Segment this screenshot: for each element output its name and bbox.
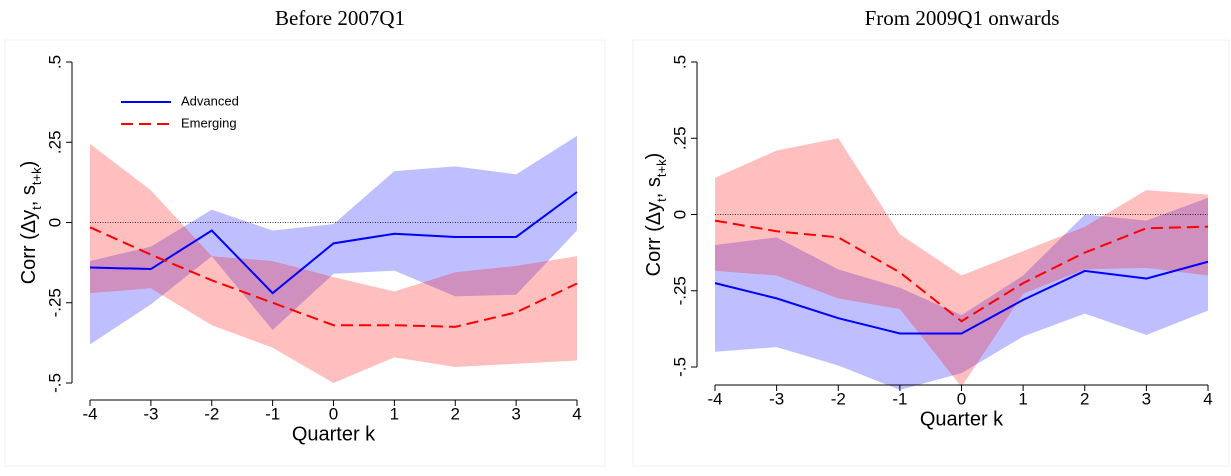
y-tick-label: -.5 <box>45 373 64 393</box>
y-label-part: , s <box>18 185 40 206</box>
y-label-part: Corr (Δy <box>18 210 40 284</box>
x-tick-label: 1 <box>1018 389 1027 408</box>
y-label-part: ) <box>643 153 665 160</box>
x-tick-label: -1 <box>265 404 280 423</box>
series-line <box>714 219 1209 323</box>
y-tick-label: .5 <box>45 55 64 69</box>
y-axis-label: Corr (Δyt, st+k) <box>18 161 44 285</box>
y-label-part: , s <box>643 177 665 198</box>
x-tick-label: 3 <box>511 404 520 423</box>
y-tick-label: .5 <box>670 55 689 69</box>
x-tick-label: -3 <box>143 404 158 423</box>
y-tick-label: -.25 <box>670 276 689 305</box>
y-label-part: Corr (Δy <box>643 202 665 276</box>
series-line <box>89 191 578 295</box>
x-tick-label: 3 <box>1142 389 1151 408</box>
x-tick-label: -4 <box>82 404 97 423</box>
x-tick-label: 1 <box>390 404 399 423</box>
x-axis-label: Quarter k <box>920 408 1004 430</box>
x-tick-label: -2 <box>831 389 846 408</box>
x-tick-label: 4 <box>572 404 581 423</box>
x-tick-label: -4 <box>707 389 722 408</box>
y-label-part: ) <box>18 161 40 168</box>
y-tick-label: 0 <box>45 218 64 227</box>
x-tick-label: 4 <box>1203 389 1212 408</box>
confidence-band <box>90 143 577 383</box>
y-axis-label: Corr (Δyt, st+k) <box>643 153 669 277</box>
chart-title: Before 2007Q1 <box>275 6 405 30</box>
y-tick-label: .25 <box>670 126 689 150</box>
x-tick-label: -1 <box>892 389 907 408</box>
panel-frame <box>4 39 606 467</box>
x-tick-label: 2 <box>1080 389 1089 408</box>
x-axis-label: Quarter k <box>292 423 376 445</box>
x-tick-label: -2 <box>204 404 219 423</box>
y-tick-label: -.5 <box>670 357 689 377</box>
y-tick-label: 0 <box>670 210 689 219</box>
x-tick-label: 2 <box>451 404 460 423</box>
panel-frame <box>632 39 1230 467</box>
x-tick-label: 0 <box>329 404 338 423</box>
y-tick-label: .25 <box>45 130 64 154</box>
y-label-part: t+k <box>29 167 44 185</box>
chart-title: From 2009Q1 onwards <box>865 6 1060 30</box>
series-line <box>714 260 1209 335</box>
x-tick-label: 0 <box>957 389 966 408</box>
x-tick-label: -3 <box>769 389 784 408</box>
legend-label: Advanced <box>181 93 239 108</box>
confidence-band <box>715 197 1208 390</box>
series-line <box>89 226 578 328</box>
y-label-part: t+k <box>654 159 669 177</box>
legend-label: Emerging <box>181 115 237 130</box>
confidence-band <box>715 138 1208 387</box>
y-label-part: t <box>29 206 44 210</box>
y-tick-label: -.25 <box>45 288 64 317</box>
y-label-part: t <box>654 198 669 202</box>
confidence-band <box>90 135 577 345</box>
